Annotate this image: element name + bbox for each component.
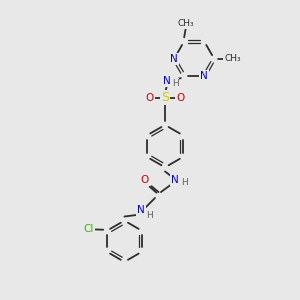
- Text: N: N: [170, 54, 178, 64]
- Text: N: N: [137, 205, 145, 215]
- Text: O: O: [140, 175, 148, 185]
- Text: O: O: [146, 93, 154, 103]
- Text: N: N: [200, 71, 208, 81]
- Text: H: H: [146, 211, 152, 220]
- Text: S: S: [161, 91, 169, 104]
- Text: CH₃: CH₃: [177, 19, 194, 28]
- Text: O: O: [176, 93, 184, 103]
- Text: N: N: [171, 175, 178, 185]
- Text: N: N: [163, 76, 171, 86]
- Text: CH₃: CH₃: [224, 54, 241, 63]
- Text: H: H: [181, 178, 188, 187]
- Text: Cl: Cl: [84, 224, 94, 234]
- Text: H: H: [172, 79, 179, 88]
